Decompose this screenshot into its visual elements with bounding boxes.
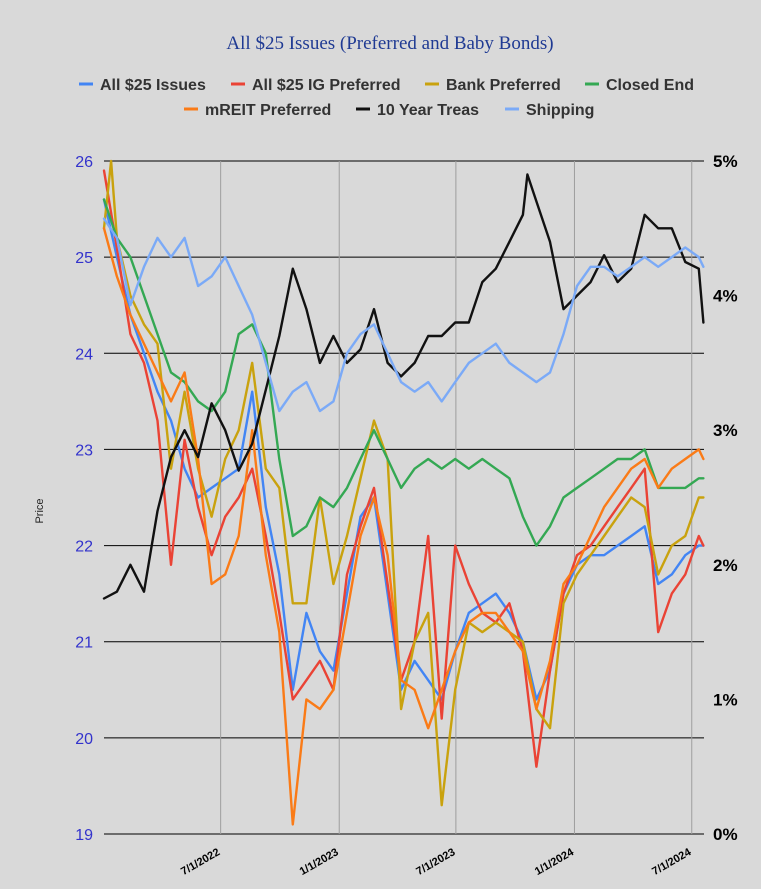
legend-label: Shipping	[526, 102, 594, 119]
series-line-mreit-preferred	[102, 227, 705, 826]
y-tick-left: 24	[75, 346, 93, 363]
legend-label: mREIT Preferred	[205, 102, 331, 119]
x-tick: 7/1/2024	[650, 846, 694, 878]
series-line-closed-end	[102, 198, 705, 547]
y-axis-label: Price	[34, 498, 46, 523]
legend-item-mreit-preferred[interactable]: mREIT Preferred	[184, 102, 331, 119]
y-tick-left: 22	[75, 539, 93, 556]
legend-item-all-25-ig-preferred[interactable]: All $25 IG Preferred	[231, 77, 401, 94]
legend-label: Closed End	[606, 77, 694, 94]
legend-item-shipping[interactable]: Shipping	[505, 102, 594, 119]
x-tick: 1/1/2023	[298, 846, 341, 878]
legend: All $25 Issues All $25 IG Preferred Bank P…	[79, 77, 694, 119]
legend-label: All $25 Issues	[100, 77, 206, 94]
legend-item-all-25-issues[interactable]: All $25 Issues	[79, 77, 206, 94]
legend-item-10-year-treas[interactable]: 10 Year Treas	[356, 102, 479, 119]
series-group	[102, 159, 705, 826]
y-tick-left: 19	[75, 827, 93, 844]
legend-label: Bank Preferred	[446, 77, 561, 94]
legend-item-closed-end[interactable]: Closed End	[585, 77, 694, 94]
x-tick: 7/1/2022	[179, 846, 222, 878]
legend-label: 10 Year Treas	[377, 102, 479, 119]
y-tick-right: 5%	[713, 152, 738, 171]
y-tick-left: 21	[75, 635, 93, 652]
chart-title: All $25 Issues (Preferred and Baby Bonds…	[226, 33, 553, 54]
x-tick: 7/1/2023	[414, 846, 457, 878]
y-tick-right: 1%	[713, 690, 738, 709]
y-tick-left: 25	[75, 250, 93, 267]
legend-label: All $25 IG Preferred	[252, 77, 401, 94]
legend-item-bank-preferred[interactable]: Bank Preferred	[425, 77, 561, 94]
y-tick-right: 2%	[713, 556, 738, 575]
x-tick: 1/1/2024	[533, 846, 577, 878]
y-tick-left: 20	[75, 731, 93, 748]
y-tick-right: 4%	[713, 287, 738, 306]
y-tick-right: 0%	[713, 825, 738, 844]
y-tick-left: 26	[75, 154, 93, 171]
series-line-bank-preferred	[102, 159, 705, 807]
grid	[104, 160, 704, 835]
y-tick-left: 23	[75, 442, 93, 459]
series-line-shipping	[102, 217, 705, 413]
series-line-10-year-treas	[102, 173, 705, 600]
y-tick-right: 3%	[713, 421, 738, 440]
series-line-all-25-ig-preferred	[102, 169, 705, 768]
